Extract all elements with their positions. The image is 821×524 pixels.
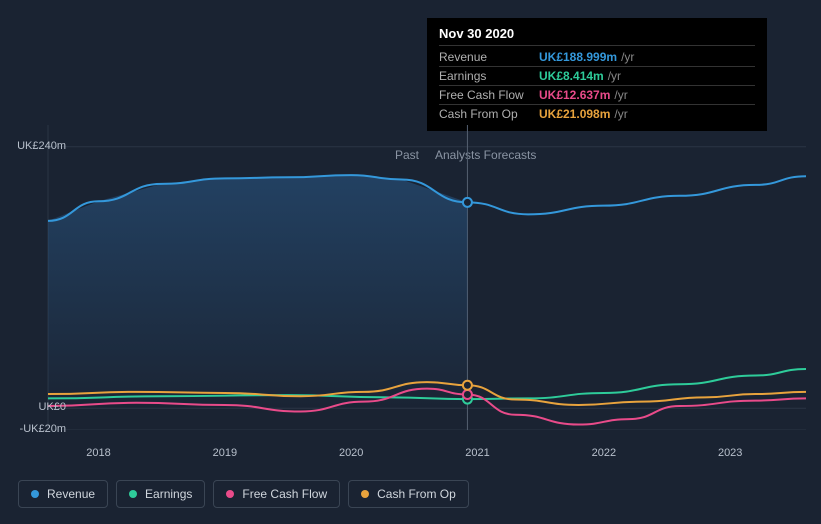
legend-item[interactable]: Free Cash Flow: [213, 480, 340, 508]
tooltip-metric-value: UK£12.637m: [539, 88, 610, 102]
legend-dot-icon: [129, 490, 137, 498]
x-axis-label: 2019: [213, 447, 237, 459]
legend-dot-icon: [361, 490, 369, 498]
x-axis-label: 2023: [718, 447, 742, 459]
tooltip-metric-label: Revenue: [439, 50, 539, 64]
legend-item[interactable]: Earnings: [116, 480, 205, 508]
chart-legend: Revenue Earnings Free Cash Flow Cash From O…: [18, 480, 469, 508]
tooltip-metric-label: Free Cash Flow: [439, 88, 539, 102]
x-axis-label: 2018: [86, 447, 110, 459]
x-axis: 2018 2019 2020 2021 2022 2023: [18, 447, 806, 467]
tooltip-metric-label: Cash From Op: [439, 107, 539, 121]
y-axis-label: -UK£20m: [6, 423, 66, 435]
tooltip-metric-suffix: /yr: [608, 69, 621, 83]
legend-dot-icon: [31, 490, 39, 498]
y-axis-label: UK£240m: [6, 140, 66, 152]
x-axis-label: 2021: [465, 447, 489, 459]
chart-tooltip: Nov 30 2020 RevenueUK£188.999m/yrEarning…: [427, 18, 767, 131]
legend-label: Cash From Op: [377, 487, 456, 501]
legend-item[interactable]: Revenue: [18, 480, 108, 508]
legend-label: Earnings: [145, 487, 192, 501]
legend-label: Revenue: [47, 487, 95, 501]
tooltip-metric-value: UK£188.999m: [539, 50, 617, 64]
tooltip-row: Cash From OpUK£21.098m/yr: [439, 105, 755, 123]
tooltip-metric-suffix: /yr: [614, 88, 627, 102]
tooltip-row: RevenueUK£188.999m/yr: [439, 48, 755, 67]
tooltip-metric-value: UK£8.414m: [539, 69, 604, 83]
tooltip-metric-suffix: /yr: [621, 50, 634, 64]
line-chart[interactable]: UK£240mUK£0-UK£20m: [18, 125, 806, 430]
legend-dot-icon: [226, 490, 234, 498]
tooltip-metric-label: Earnings: [439, 69, 539, 83]
x-axis-label: 2022: [592, 447, 616, 459]
y-axis-label: UK£0: [6, 401, 66, 413]
tooltip-row: Free Cash FlowUK£12.637m/yr: [439, 86, 755, 105]
tooltip-metric-value: UK£21.098m: [539, 107, 610, 121]
tooltip-date: Nov 30 2020: [439, 26, 755, 46]
tooltip-row: EarningsUK£8.414m/yr: [439, 67, 755, 86]
x-axis-label: 2020: [339, 447, 363, 459]
legend-item[interactable]: Cash From Op: [348, 480, 469, 508]
legend-label: Free Cash Flow: [242, 487, 327, 501]
tooltip-metric-suffix: /yr: [614, 107, 627, 121]
